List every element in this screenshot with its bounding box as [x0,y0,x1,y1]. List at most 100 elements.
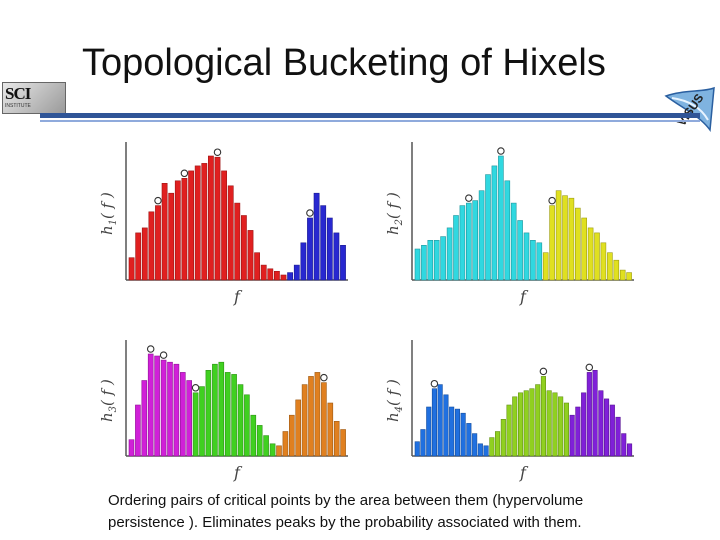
histogram-bar [135,404,141,457]
histogram-bar [280,274,287,281]
histogram-bar [510,202,517,281]
histogram-bar [224,372,231,457]
histogram-bar [569,414,575,457]
histogram-bar [194,165,201,281]
histogram-bar [587,227,594,281]
histogram-bar [289,414,295,457]
histogram-h4-chart: h4( f ) f [384,340,634,482]
histogram-bar [168,192,175,281]
critical-point-marker [430,379,439,388]
histogram-bar [414,441,420,457]
x-axis-label: f [519,463,529,482]
histogram-bar [135,232,142,281]
histogram-bar [443,394,449,457]
histogram-bar [449,406,455,457]
critical-point-marker [585,363,594,372]
title-rule-thin [40,120,700,122]
y-axis-label-subscript: 1 [108,219,119,225]
logo-institute-text: INSTITUTE [5,103,31,109]
histogram-bar [282,431,289,457]
critical-point-marker [146,345,155,353]
histogram-bar [604,398,610,457]
histogram-bar [160,359,167,457]
histogram-bar [563,402,569,457]
histogram-bar [218,361,225,457]
logo-sci-text: SCI [5,84,31,103]
histogram-bar [433,240,440,281]
histogram-bar [529,388,535,457]
histogram-bar [227,185,234,281]
y-axis-label: h1( f ) [98,192,119,235]
histogram-bar [498,155,504,281]
histogram-bar [333,232,340,281]
y-axis-label-subscript: 2 [394,219,405,226]
histogram-bar [247,230,254,281]
histogram-bar [301,384,308,457]
histogram-bar [188,170,194,281]
caption-line-1: Ordering pairs of critical points by the… [108,492,584,509]
histogram-bar [613,259,620,281]
histogram-bar [506,404,512,457]
histogram-bar [558,396,564,457]
histogram-panel-h4: h4( f ) f [378,330,640,490]
histogram-bar [568,197,575,281]
histogram-bar [173,363,180,457]
critical-point-marker [213,148,222,156]
histogram-h3-chart: h3( f ) f [98,340,348,482]
histogram-panel-h3: h3( f ) f [92,330,354,490]
histogram-bar [489,437,495,457]
histogram-bar [523,232,530,281]
logo-box [2,82,66,114]
histogram-bar [621,433,627,457]
histogram-bar [453,215,459,281]
x-axis-label: f [519,287,529,306]
histogram-bar [340,245,346,281]
histogram-bar [466,202,472,281]
histogram-bar [276,445,282,457]
histogram-bar [536,242,543,281]
histogram-bar [263,435,269,457]
y-axis-label-main: h [384,225,402,235]
y-axis-label: h2( f ) [384,192,405,235]
y-axis-label-main: h [384,412,402,422]
histogram-bar [141,380,148,457]
histogram-bar [615,416,621,457]
histogram-bar [446,227,453,281]
y-axis-label-main: h [98,225,116,235]
histogram-bar [420,429,426,457]
histogram-bar [128,439,135,457]
histogram-bar [221,170,227,281]
y-axis-label-tail: ( f ) [98,379,116,406]
histogram-bar [581,392,587,457]
histogram-bar [421,245,427,281]
caption-line-2: persistence ). Eliminates peaks by the p… [108,514,582,531]
histogram-bar [147,353,154,457]
critical-point-marker [539,367,548,376]
histogram-bar [199,386,205,457]
histogram-bar [440,236,446,281]
histogram-bar [491,165,498,281]
histogram-bar [313,192,320,281]
histogram-bar [254,252,260,281]
histogram-bar [237,384,244,457]
histogram-bar [518,392,524,457]
histogram-bar [300,242,307,281]
histogram-bar [340,429,346,457]
histogram-bar [214,156,221,281]
histogram-bar [437,384,443,457]
histogram-bar [186,380,192,457]
histogram-bar [466,423,472,457]
histogram-bar [592,369,598,457]
title-rule-thick [40,113,700,118]
critical-point-marker [180,169,189,178]
y-axis-label: h4( f ) [384,379,405,422]
histogram-bar [308,376,314,457]
y-axis-label-subscript: 3 [108,406,119,412]
histogram-bar [181,177,188,281]
critical-point-marker [320,373,328,382]
histogram-bar [267,268,274,281]
histogram-bar [320,205,327,281]
histogram-bar [535,384,541,457]
histogram-bar [619,269,626,281]
histogram-bar [231,374,237,457]
